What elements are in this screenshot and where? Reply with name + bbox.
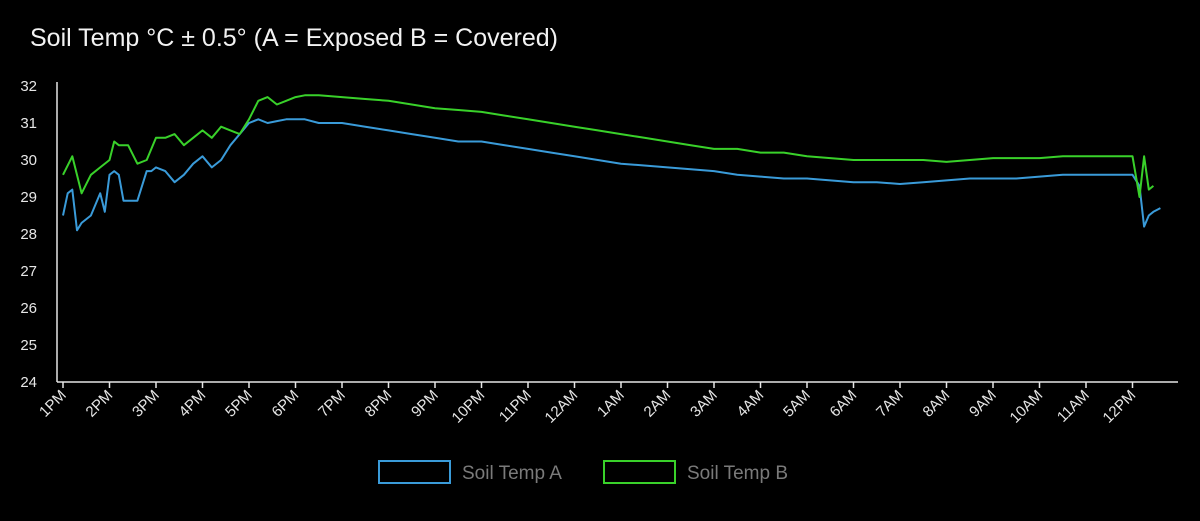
x-tick-label: 6PM <box>268 387 302 421</box>
x-tick-label: 3PM <box>129 387 163 421</box>
x-ticks: 1PM 2PM 3PM 4PM 5PM 6PM 7PM 8PM 9PM 10PM 11PM 12AM 1… <box>36 382 1139 427</box>
x-tick-label: 7AM <box>873 387 907 421</box>
y-tick-label: 27 <box>20 263 37 280</box>
y-tick-label: 32 <box>20 78 37 95</box>
x-tick-label: 4PM <box>175 387 209 421</box>
y-tick-label: 28 <box>20 226 37 243</box>
x-tick-label: 11AM <box>1054 387 1093 426</box>
x-tick-label: 3AM <box>687 387 721 421</box>
series-line-b <box>62 94 1155 198</box>
y-tick-label: 30 <box>20 152 37 169</box>
y-tick-label: 25 <box>20 337 37 354</box>
x-tick-label: 10PM <box>449 387 489 427</box>
legend-label-b[interactable]: Soil Temp B <box>687 463 788 484</box>
y-tick-label: 29 <box>20 189 37 206</box>
x-tick-label: 9AM <box>966 387 1000 421</box>
x-tick-label: 11PM <box>496 387 535 426</box>
x-tick-label: 7PM <box>315 387 349 421</box>
series-line-a <box>62 118 1161 232</box>
x-tick-label: 4AM <box>733 387 767 421</box>
chart-axes <box>56 82 1178 383</box>
x-tick-label: 8AM <box>919 387 953 421</box>
legend-label-a[interactable]: Soil Temp A <box>462 463 562 484</box>
x-tick-label: 1PM <box>36 387 70 421</box>
x-tick-label: 10AM <box>1007 387 1047 427</box>
x-tick-label: 2PM <box>82 387 116 421</box>
legend-swatch-a[interactable] <box>378 460 451 484</box>
x-tick-label: 2AM <box>640 387 674 421</box>
chart-legend: Soil Temp A Soil Temp B <box>378 460 788 484</box>
y-tick-label: 26 <box>20 300 37 317</box>
x-tick-label: 1AM <box>594 387 628 421</box>
y-ticks: 24 25 26 27 28 29 30 31 32 <box>20 78 37 391</box>
x-tick-label: 12AM <box>542 387 582 427</box>
x-tick-label: 12PM <box>1100 387 1140 427</box>
x-tick-label: 5PM <box>222 387 256 421</box>
legend-swatch-b[interactable] <box>603 460 676 484</box>
chart-title: Soil Temp °C ± 0.5° (A = Exposed B = Cov… <box>30 24 558 52</box>
x-tick-label: 6AM <box>826 387 860 421</box>
x-tick-label: 8PM <box>361 387 395 421</box>
series-lines <box>62 94 1161 232</box>
y-tick-label: 31 <box>20 115 37 132</box>
x-tick-label: 9PM <box>408 387 442 421</box>
y-tick-label: 24 <box>20 374 37 391</box>
x-tick-label: 5AM <box>780 387 814 421</box>
